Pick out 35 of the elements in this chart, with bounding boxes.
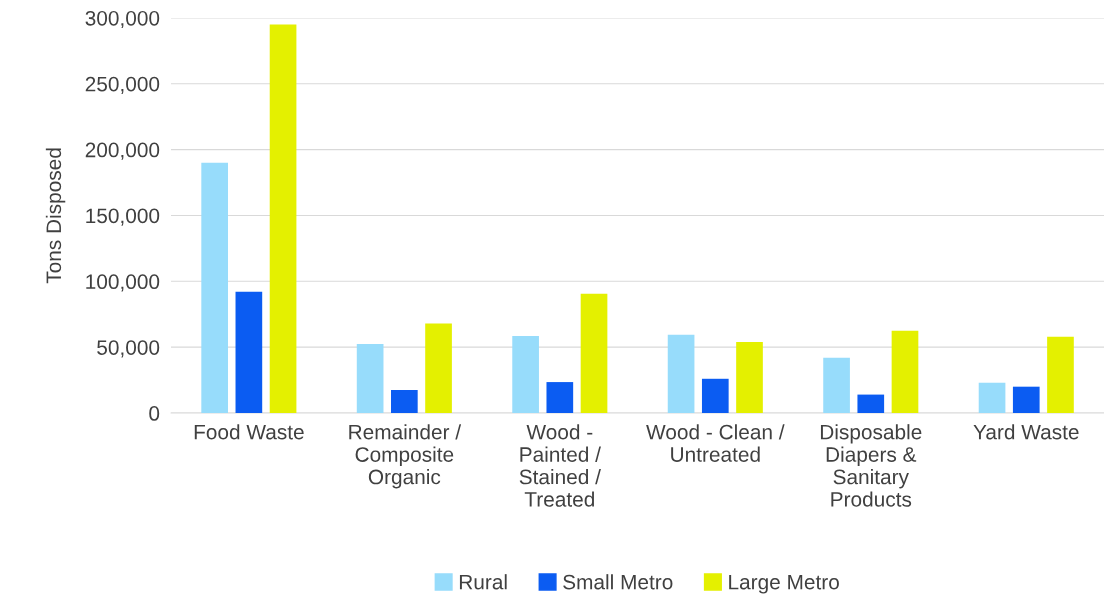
bar [512,335,539,414]
y-tick-label: 100,000 [86,274,160,292]
legend-label: Large Metro [729,574,839,594]
bar [736,341,763,414]
y-tick-label: 250,000 [85,76,160,94]
x-tick-label: Yard Waste [973,424,1079,440]
legend-label: Rural [459,574,507,590]
x-tick-label: Wood - Clean / Untreated [646,424,785,462]
bar [580,293,608,414]
bar [978,382,1006,414]
bar [425,323,452,414]
bar [823,357,850,414]
x-tick-label: Food Waste [194,424,304,440]
y-tick-label: 200,000 [85,142,160,160]
y-axis-title: Tons Disposed [45,148,66,284]
x-tick-label: Wood - Painted / Stained / Treated [519,424,601,507]
bar [857,394,885,414]
bar [1012,386,1040,414]
bar [269,24,297,414]
x-tick-label: Disposable Diapers & Sanitary Products [820,424,922,507]
y-tick-label: 150,000 [86,208,160,226]
bar [356,343,384,414]
bar [201,162,228,414]
bar [391,389,418,414]
y-tick-label: 50,000 [97,340,160,358]
bar [546,382,574,414]
legend-label: Small Metro [563,574,673,590]
bar [1047,336,1074,414]
bar [891,330,919,414]
x-tick-label: Remainder / Composite Organic [349,424,462,489]
y-tick-label: 300,000 [85,10,160,29]
bar [235,291,263,414]
bar [667,334,695,414]
y-tick-label: 0 [149,406,160,421]
bar [701,378,729,414]
